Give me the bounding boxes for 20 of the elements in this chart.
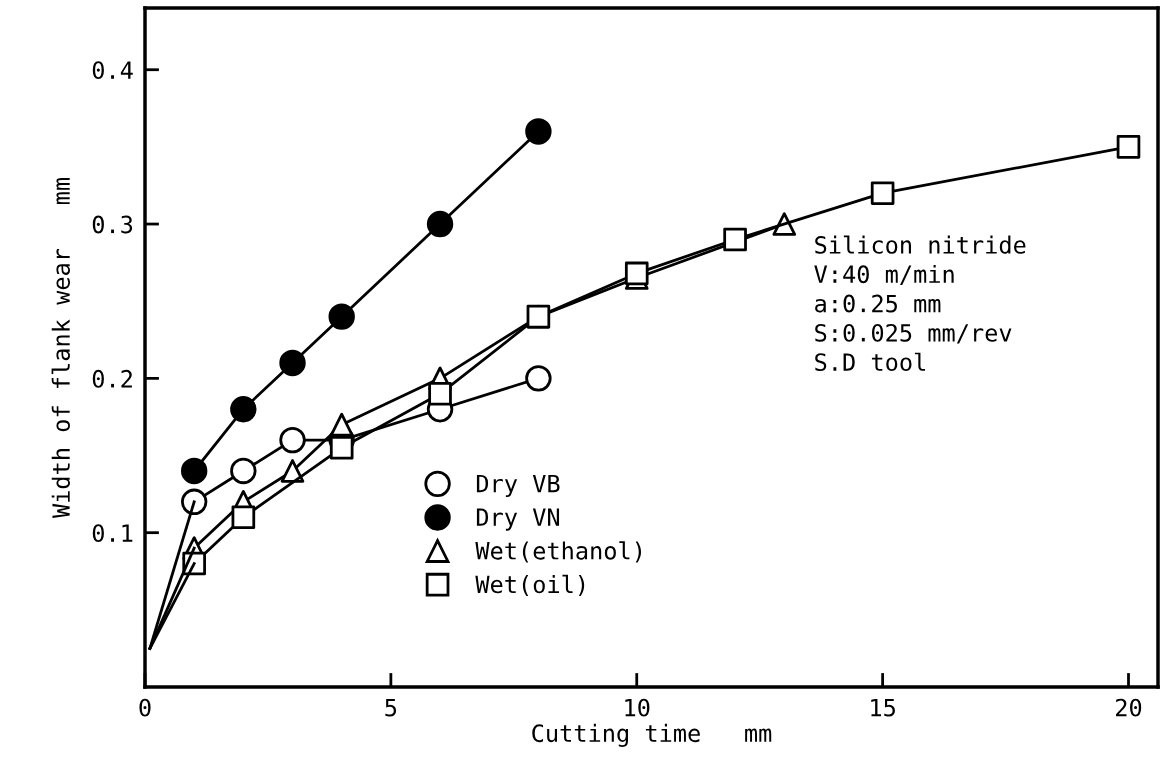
x-tick-label: 5 [385, 698, 397, 717]
y-tick-label: 0.1 [92, 524, 133, 543]
annotation: V:40 m/min [814, 264, 954, 286]
legend-label: Dry VN [476, 508, 560, 531]
y-tick-label: 0.2 [92, 369, 132, 388]
annotation: S.D tool [815, 352, 926, 372]
y-tick-label: 0.3 [92, 215, 133, 234]
legend-label: Dry VB [476, 474, 560, 498]
y-tick-label: 0.4 [92, 61, 133, 80]
x-axis-title: Cutting time mm [532, 723, 772, 747]
annotation: S:0.025 mm/rev [815, 323, 1012, 344]
annotation: a:0.25 mm [815, 294, 941, 313]
x-tick-label: 10 [625, 698, 650, 717]
y-axis-title: Width of flank wear mm [51, 178, 70, 519]
legend-label: Wet(ethanol) [475, 541, 642, 563]
x-tick-label: 20 [1116, 698, 1142, 717]
annotation: Silicon nitride [815, 235, 1026, 254]
x-tick-label: 0 [139, 698, 151, 717]
x-tick-label: 15 [871, 698, 895, 717]
legend-label: Wet(oil) [475, 574, 585, 597]
